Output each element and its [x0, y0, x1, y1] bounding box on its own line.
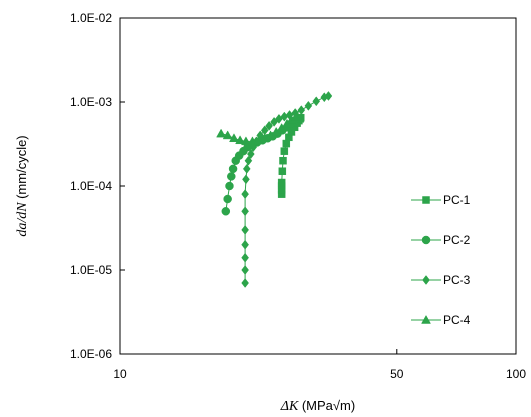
data-point [235, 135, 245, 145]
plot-frame [119, 17, 517, 355]
x-tick-label: 100 [506, 367, 526, 381]
data-point [241, 136, 251, 146]
data-point [282, 139, 291, 148]
data-point [280, 147, 289, 155]
legend-marker [422, 275, 430, 285]
series-pc-4 [216, 112, 301, 146]
data-point [242, 163, 251, 174]
data-point [225, 181, 234, 191]
data-point [227, 172, 236, 181]
legend-label: PC-1 [443, 193, 471, 207]
data-point [241, 252, 249, 263]
data-point [279, 156, 287, 165]
y-tick-label: 1.0E-06 [70, 347, 112, 361]
x-axis-title: ΔK (MPa√m) [280, 398, 355, 414]
legend-item-pc-4: PC-4 [411, 313, 471, 327]
data-point [265, 120, 273, 131]
data-point [241, 206, 249, 217]
y-tick-label: 1.0E-02 [70, 11, 112, 25]
data-point [290, 112, 301, 121]
axis-ticks: 1.0E-06 1.0E-05 1.0E-04 1.0E-03 1.0E-02 10 50 1… [70, 11, 526, 381]
legend-item-pc-2: PC-2 [411, 233, 471, 247]
data-point [223, 194, 232, 204]
legend-item-pc-1: PC-1 [411, 193, 471, 207]
y-axis-unit: (mm/cycle) [14, 135, 29, 199]
data-point [229, 133, 239, 143]
data-point [241, 189, 249, 200]
legend-item-pc-3: PC-3 [411, 273, 471, 287]
legend-marker [421, 235, 431, 245]
legend-label: PC-2 [443, 233, 471, 247]
legend: PC-1 PC-2 PC-3 PC-4 [411, 193, 471, 327]
data-point [221, 207, 231, 216]
data-point [241, 265, 249, 275]
series-layer [216, 91, 333, 288]
y-tick-label: 1.0E-03 [70, 95, 112, 109]
x-axis-symbol: ΔK [280, 399, 299, 414]
y-tick-label: 1.0E-05 [70, 263, 112, 277]
data-point [304, 100, 313, 111]
data-point [216, 128, 227, 138]
data-point [222, 130, 233, 140]
x-axis-unit: (MPa√m) [302, 398, 355, 413]
legend-marker [421, 314, 431, 324]
legend-label: PC-4 [443, 313, 471, 327]
y-axis-symbol: da/dN [15, 202, 30, 237]
data-point [241, 278, 249, 288]
data-point [312, 96, 321, 107]
legend-label: PC-3 [443, 273, 471, 287]
data-point [228, 164, 238, 174]
data-point [244, 155, 253, 166]
x-tick-label: 50 [390, 367, 404, 381]
data-point [297, 105, 306, 116]
data-point [278, 167, 287, 175]
y-axis-title: da/dN (mm/cycle) [14, 135, 30, 236]
y-tick-label: 1.0E-04 [70, 179, 112, 193]
x-tick-label: 10 [113, 367, 127, 381]
data-point [241, 239, 249, 250]
data-point [242, 174, 250, 185]
legend-marker [422, 196, 430, 204]
data-point [324, 91, 333, 101]
data-point [247, 149, 255, 159]
data-point [277, 178, 286, 187]
data-point [241, 225, 249, 235]
